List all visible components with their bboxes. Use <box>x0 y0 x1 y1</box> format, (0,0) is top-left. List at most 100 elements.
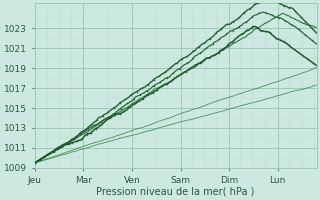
Point <box>65 141 70 144</box>
Point <box>247 7 252 10</box>
Point <box>303 33 308 36</box>
Point <box>39 157 44 160</box>
Point <box>32 161 37 164</box>
Point <box>254 25 259 29</box>
Point <box>66 140 71 144</box>
Point <box>291 48 296 51</box>
Point <box>46 152 52 156</box>
Point <box>151 84 156 87</box>
Point <box>65 143 70 146</box>
Point <box>92 124 97 127</box>
Point <box>105 116 110 120</box>
Point <box>151 78 156 81</box>
Point <box>190 49 196 53</box>
Point <box>144 89 149 92</box>
Point <box>111 112 116 115</box>
Point <box>196 45 201 49</box>
Point <box>157 81 163 84</box>
Point <box>37 158 42 162</box>
Point <box>89 123 94 126</box>
Point <box>204 47 209 50</box>
Point <box>206 56 212 59</box>
Point <box>240 33 245 36</box>
Point <box>235 36 240 39</box>
Point <box>164 83 169 86</box>
Point <box>306 58 311 61</box>
Point <box>155 89 160 92</box>
Point <box>49 150 54 154</box>
Point <box>72 137 77 140</box>
Point <box>85 128 90 131</box>
Point <box>140 97 146 100</box>
Point <box>108 117 113 120</box>
Point <box>145 93 150 97</box>
Point <box>290 24 295 27</box>
Point <box>55 146 60 149</box>
Point <box>217 37 222 41</box>
Point <box>244 29 249 32</box>
Point <box>156 75 162 78</box>
Point <box>178 73 183 76</box>
Point <box>103 119 108 123</box>
Point <box>219 27 224 30</box>
Point <box>309 39 314 42</box>
Point <box>185 55 190 58</box>
Point <box>162 71 167 74</box>
Point <box>188 67 193 70</box>
Point <box>202 58 207 61</box>
Point <box>197 62 202 65</box>
Point <box>75 139 80 143</box>
Point <box>287 6 292 9</box>
Point <box>257 12 262 15</box>
Point <box>89 131 94 134</box>
Point <box>126 106 132 109</box>
Point <box>124 102 130 105</box>
Point <box>211 54 216 57</box>
Point <box>221 47 226 51</box>
Point <box>94 118 100 122</box>
Point <box>258 29 263 33</box>
Point <box>202 42 207 45</box>
Point <box>309 27 314 30</box>
Point <box>77 132 83 135</box>
Point <box>277 38 282 42</box>
Point <box>184 62 189 65</box>
Point <box>237 25 242 28</box>
Point <box>282 40 287 43</box>
Point <box>112 113 117 116</box>
Point <box>136 100 141 103</box>
Point <box>304 21 309 24</box>
Point <box>230 40 235 43</box>
Point <box>79 137 84 141</box>
Point <box>45 153 51 156</box>
Point <box>59 146 64 149</box>
Point <box>164 76 169 80</box>
Point <box>268 31 273 34</box>
Point <box>78 132 84 136</box>
Point <box>249 26 254 29</box>
Point <box>243 20 248 24</box>
Point <box>236 17 241 20</box>
Point <box>134 90 139 93</box>
Point <box>250 15 255 18</box>
Point <box>177 67 182 70</box>
Point <box>258 0 263 3</box>
Point <box>123 98 128 101</box>
Point <box>60 143 66 146</box>
Point <box>150 91 155 94</box>
Point <box>84 133 89 136</box>
X-axis label: Pression niveau de la mer( hPa ): Pression niveau de la mer( hPa ) <box>96 187 255 197</box>
Point <box>183 70 188 73</box>
Point <box>263 30 268 33</box>
Point <box>296 51 301 54</box>
Point <box>273 36 278 39</box>
Point <box>117 102 122 105</box>
Point <box>296 28 301 31</box>
Point <box>283 19 288 22</box>
Point <box>42 156 47 159</box>
Point <box>275 1 280 4</box>
Point <box>298 15 303 18</box>
Point <box>38 157 43 161</box>
Point <box>32 161 37 164</box>
Point <box>287 44 292 47</box>
